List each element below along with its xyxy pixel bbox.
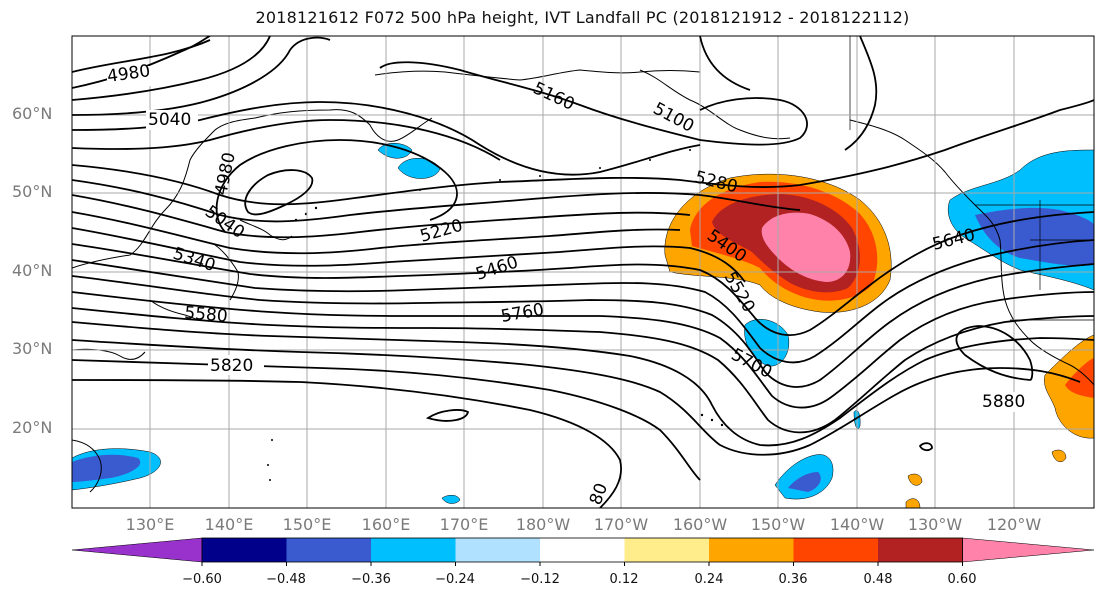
lon-label: 170°E <box>439 515 489 534</box>
colorbar-segment <box>709 538 794 562</box>
lat-label: 30°N <box>12 339 53 358</box>
lon-label: 130°W <box>907 515 963 534</box>
lon-label: 150°W <box>750 515 806 534</box>
contour-label: 5040 <box>148 110 191 130</box>
colorbar-segment <box>371 538 456 562</box>
lon-label: 140°E <box>204 515 254 534</box>
colorbar-extend-high <box>962 537 1095 563</box>
ivt-shade-060 <box>761 212 851 282</box>
lat-label: 50°N <box>12 182 53 201</box>
colorbar-segment <box>455 538 540 562</box>
contour-label: 5880 <box>982 392 1025 412</box>
colorbar <box>71 537 1095 566</box>
lon-label: 160°E <box>361 515 411 534</box>
height-contours <box>72 36 1094 508</box>
colorbar-tick-label: −0.36 <box>351 572 391 587</box>
contour-label: 5820 <box>210 356 253 376</box>
map-title: 2018121612 F072 500 hPa height, IVT Land… <box>255 8 910 27</box>
colorbar-tick-label: 0.48 <box>863 572 893 587</box>
colorbar-tick-label: −0.48 <box>266 572 306 587</box>
colorbar-segment <box>286 538 371 562</box>
colorbar-segment <box>202 538 287 562</box>
colorbar-tick-label: −0.12 <box>520 572 560 587</box>
colorbar-segment <box>793 538 878 562</box>
lon-label: 120°W <box>986 515 1042 534</box>
lon-label: 160°W <box>672 515 728 534</box>
ivt-negative-anomaly-small <box>72 143 861 504</box>
lon-label: 150°E <box>282 515 332 534</box>
lon-label: 130°E <box>125 515 175 534</box>
map-frame <box>71 35 1095 509</box>
colorbar-tick-label: 0.60 <box>947 572 977 587</box>
lat-label: 40°N <box>12 261 53 280</box>
lon-label: 170°W <box>593 515 649 534</box>
colorbar-tick-label: 0.36 <box>778 572 808 587</box>
colorbar-tick-label: 0.24 <box>694 572 724 587</box>
colorbar-segment <box>540 538 625 562</box>
colorbar-segment <box>878 538 963 562</box>
colorbar-tick-label: 0.12 <box>609 572 639 587</box>
ivt-positive-anomaly-small <box>905 334 1094 508</box>
islands <box>267 149 724 481</box>
colorbar-extend-low <box>71 537 203 563</box>
colorbar-tick-label: −0.60 <box>182 572 222 587</box>
lon-label: 140°W <box>829 515 885 534</box>
contour-label: 5580 <box>184 303 229 327</box>
lat-label: 20°N <box>12 418 53 437</box>
colorbar-tick-label: −0.24 <box>435 572 475 587</box>
lon-label: 180°W <box>515 515 571 534</box>
colorbar-segment <box>624 538 709 562</box>
lat-label: 60°N <box>12 104 53 123</box>
